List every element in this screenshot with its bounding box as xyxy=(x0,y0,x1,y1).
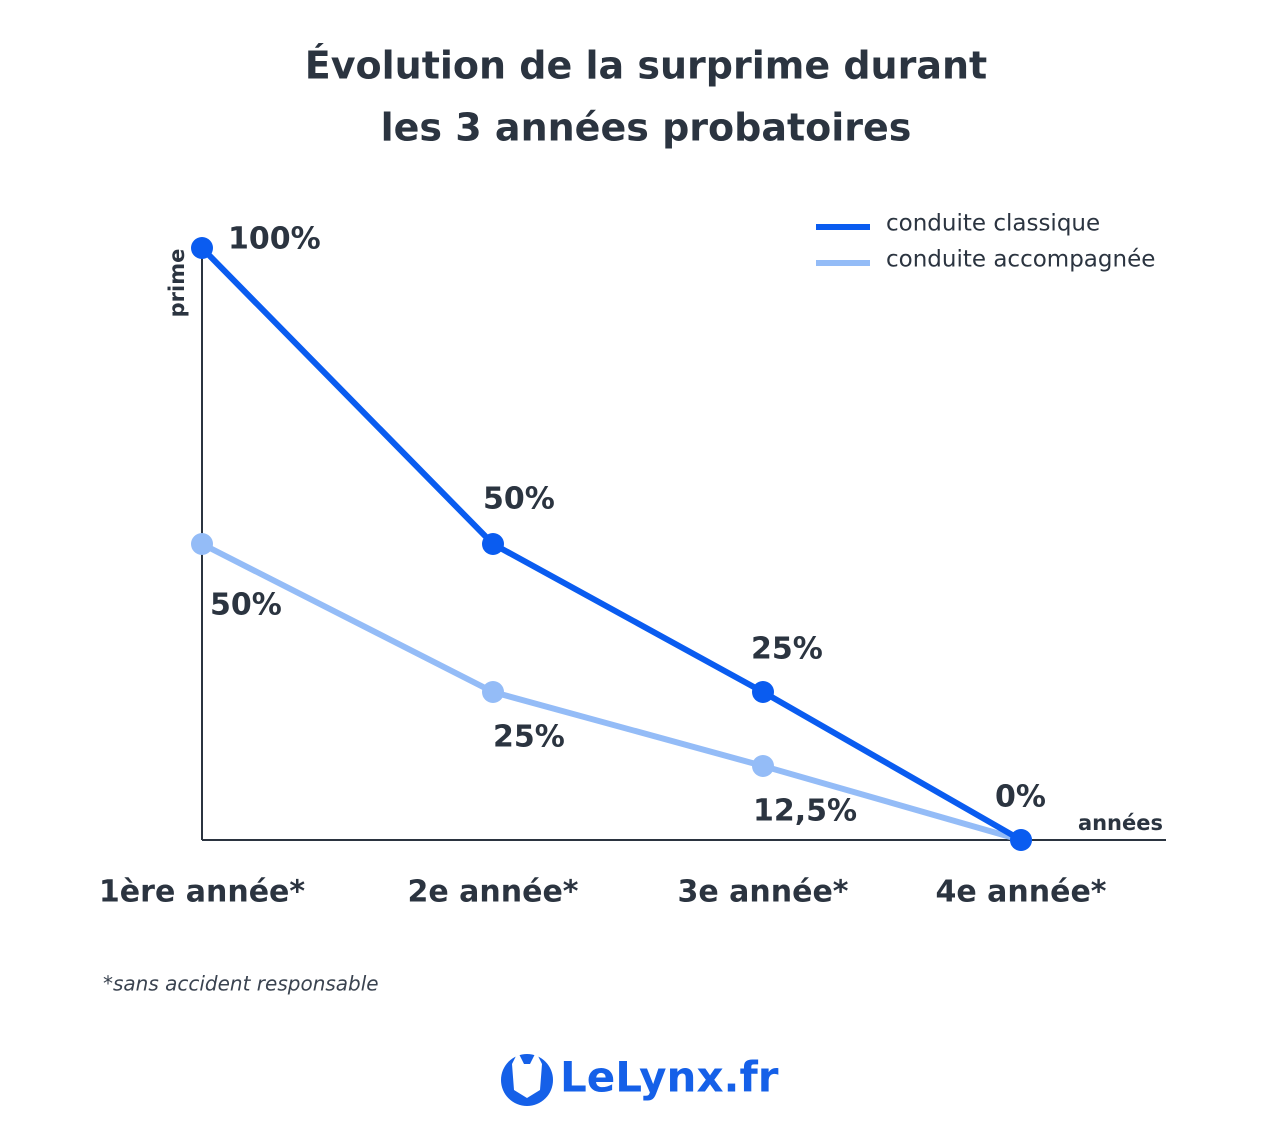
series-line xyxy=(199,245,1023,843)
data-label: 0% xyxy=(995,780,1046,815)
data-point xyxy=(752,755,774,777)
data-label: 100% xyxy=(228,222,321,257)
chart-title: les 3 années probatoires xyxy=(381,106,912,150)
data-point xyxy=(482,533,504,555)
logo-text: LeLynx.fr xyxy=(560,1053,779,1102)
x-tick-label: 2e année* xyxy=(407,875,578,910)
data-label: 50% xyxy=(483,482,555,517)
logo: LeLynx.fr xyxy=(501,1052,779,1106)
data-point xyxy=(1010,829,1032,851)
data-label: 12,5% xyxy=(753,794,857,829)
x-tick-label: 1ère année* xyxy=(99,875,305,910)
footnote: *sans accident responsable xyxy=(103,972,379,996)
legend-label: conduite accompagnée xyxy=(886,247,1155,273)
x-tick-label: 4e année* xyxy=(935,875,1106,910)
y-axis-label: prime xyxy=(165,249,189,318)
data-point xyxy=(191,237,213,259)
data-label: 50% xyxy=(210,588,282,623)
x-tick-label: 3e année* xyxy=(677,875,848,910)
chart-title: Évolution de la surprime durant xyxy=(305,44,987,88)
legend-label: conduite classique xyxy=(886,211,1100,237)
data-point xyxy=(191,533,213,555)
data-point xyxy=(752,681,774,703)
logo-lynx xyxy=(512,1052,542,1098)
data-point xyxy=(482,681,504,703)
data-label: 25% xyxy=(751,632,823,667)
series-line xyxy=(200,541,1022,843)
x-axis-label: années xyxy=(1078,811,1163,835)
data-label: 25% xyxy=(493,720,565,755)
